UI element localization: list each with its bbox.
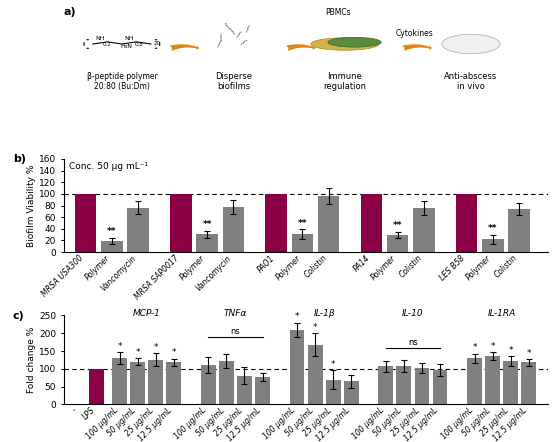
Text: Conc. 50 μg mL⁻¹: Conc. 50 μg mL⁻¹ xyxy=(69,162,148,171)
Text: 20: 20 xyxy=(154,42,161,46)
Text: **: ** xyxy=(297,219,307,228)
Bar xyxy=(414,368,429,404)
Text: /: / xyxy=(230,27,236,36)
Bar xyxy=(101,241,122,252)
Y-axis label: Fold change %: Fold change % xyxy=(27,327,36,393)
Text: 0.2: 0.2 xyxy=(103,42,112,46)
Bar xyxy=(255,377,270,404)
Text: MCP-1: MCP-1 xyxy=(133,309,161,318)
Bar xyxy=(223,207,244,252)
Text: **: ** xyxy=(488,224,497,233)
Ellipse shape xyxy=(442,34,500,54)
Bar xyxy=(433,370,448,404)
Text: *: * xyxy=(509,346,513,355)
Bar xyxy=(485,356,500,404)
Bar xyxy=(112,358,127,404)
Bar xyxy=(127,208,149,252)
Bar xyxy=(344,381,358,404)
Text: c): c) xyxy=(13,311,24,321)
Text: Anti-abscess
in vivo: Anti-abscess in vivo xyxy=(444,72,497,91)
Bar xyxy=(503,361,518,404)
Text: *: * xyxy=(331,360,336,369)
Text: Immune
regulation: Immune regulation xyxy=(324,72,366,91)
Bar xyxy=(378,366,393,404)
Bar xyxy=(326,380,341,404)
Bar xyxy=(307,345,322,404)
Text: TNFα: TNFα xyxy=(224,309,247,318)
Bar xyxy=(130,362,145,404)
Bar xyxy=(75,194,96,252)
Bar xyxy=(219,361,234,404)
Text: /: / xyxy=(240,38,247,47)
Bar xyxy=(89,369,104,404)
Y-axis label: Biofilm Viability %: Biofilm Viability % xyxy=(27,164,36,247)
Text: IL-10: IL-10 xyxy=(402,309,424,318)
Text: *: * xyxy=(472,343,477,352)
Bar xyxy=(265,194,287,252)
Text: H₃N: H₃N xyxy=(120,44,132,49)
Bar xyxy=(387,235,408,252)
Text: *: * xyxy=(135,348,140,357)
Text: Cytokines: Cytokines xyxy=(396,29,434,38)
Bar xyxy=(237,376,252,404)
Bar xyxy=(413,208,435,252)
Text: *: * xyxy=(313,323,317,332)
Bar xyxy=(397,366,411,404)
Text: a): a) xyxy=(64,7,76,17)
Text: /: / xyxy=(217,39,221,49)
Text: b): b) xyxy=(13,154,26,164)
Text: Disperse
biofilms: Disperse biofilms xyxy=(215,72,252,91)
Text: **: ** xyxy=(393,221,402,230)
Circle shape xyxy=(328,37,381,47)
Text: **: ** xyxy=(202,220,212,229)
Bar xyxy=(361,194,382,252)
Text: /: / xyxy=(226,22,231,31)
Circle shape xyxy=(311,38,379,50)
Bar xyxy=(456,194,478,252)
Text: **: ** xyxy=(107,228,117,236)
Bar xyxy=(521,362,536,404)
Text: IL-1β: IL-1β xyxy=(314,309,335,318)
Bar xyxy=(290,330,305,404)
Bar xyxy=(148,360,163,404)
Text: *: * xyxy=(117,342,122,351)
Text: /: / xyxy=(234,31,242,39)
Text: *: * xyxy=(526,349,531,358)
Bar xyxy=(201,365,216,404)
Bar xyxy=(170,194,192,252)
Bar xyxy=(318,196,340,252)
Text: IL-1RA: IL-1RA xyxy=(488,309,516,318)
Text: NH: NH xyxy=(95,36,105,41)
Bar xyxy=(509,209,530,252)
Text: *: * xyxy=(172,348,176,358)
Text: ns: ns xyxy=(230,327,240,336)
Text: *: * xyxy=(295,312,299,321)
Bar xyxy=(482,239,504,252)
Bar xyxy=(291,234,313,252)
Text: NH: NH xyxy=(125,36,134,41)
Text: ns: ns xyxy=(408,339,418,347)
Text: /: / xyxy=(245,24,250,34)
Text: 0.8: 0.8 xyxy=(135,42,143,46)
Text: /: / xyxy=(219,33,223,42)
Text: PBMCs: PBMCs xyxy=(325,8,351,17)
Text: *: * xyxy=(490,342,495,351)
Bar xyxy=(196,234,218,252)
Text: β-peptide polymer
20:80 (Bu:Dm): β-peptide polymer 20:80 (Bu:Dm) xyxy=(86,72,157,91)
Bar xyxy=(467,358,482,404)
Text: *: * xyxy=(153,343,158,352)
Bar xyxy=(166,362,181,404)
